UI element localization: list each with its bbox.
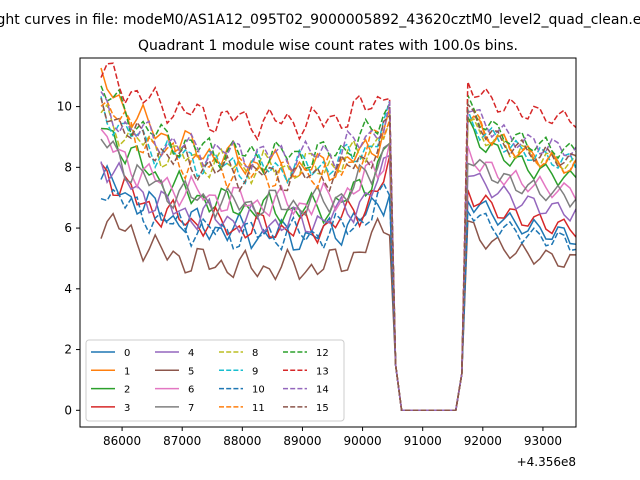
y-tick-label: 4 [64, 282, 72, 296]
plot-frame [79, 57, 577, 428]
figure-suptitle: Light curves in file: modeM0/AS1A12_095T… [0, 12, 640, 28]
chart-title: Quadrant 1 module wise count rates with … [138, 38, 518, 54]
x-tick-label: 92000 [464, 434, 502, 448]
y-tick-label: 2 [64, 343, 72, 357]
legend-label: 4 [188, 348, 194, 359]
y-tick-label: 8 [64, 160, 72, 174]
legend-label: 14 [316, 385, 329, 396]
series-line-2 [100, 116, 576, 412]
legend-label: 10 [252, 385, 265, 396]
series-line-6 [100, 128, 576, 412]
legend-label: 1 [124, 366, 130, 377]
series-line-14 [100, 91, 576, 412]
legend-label: 9 [252, 366, 258, 377]
series-line-13 [100, 62, 576, 412]
legend-label: 13 [316, 366, 329, 377]
x-offset-label: +4.356e8 [517, 455, 576, 469]
y-tick-label: 6 [64, 221, 72, 235]
legend-frame [85, 339, 345, 422]
series-line-7 [100, 138, 576, 412]
series-line-10 [100, 181, 576, 412]
x-tick-label: 89000 [283, 434, 321, 448]
series-layer [100, 62, 576, 412]
series-line-4 [100, 154, 576, 412]
legend-label: 8 [252, 348, 258, 359]
x-tick-label: 91000 [404, 434, 442, 448]
x-tick-label: 90000 [343, 434, 381, 448]
legend-label: 15 [316, 403, 329, 414]
legend-label: 7 [188, 403, 194, 414]
y-tick-label: 10 [57, 100, 72, 114]
legend-label: 11 [252, 403, 265, 414]
series-line-15 [100, 97, 576, 412]
y-axis: 0 2 4 6 8 10 [57, 100, 80, 417]
x-tick-label: 87000 [163, 434, 201, 448]
legend-label: 3 [124, 403, 130, 414]
series-line-3 [100, 155, 576, 412]
series-line-9 [100, 96, 576, 412]
legend-label: 0 [124, 348, 130, 359]
legend-label: 2 [124, 385, 130, 396]
legend-label: 5 [188, 366, 194, 377]
y-tick-label: 0 [64, 403, 72, 417]
x-tick-label: 88000 [223, 434, 261, 448]
x-tick-label: 86000 [103, 434, 141, 448]
x-axis: 86000 87000 88000 89000 90000 91000 92000 93000 [103, 427, 562, 448]
x-tick-label: 93000 [524, 434, 562, 448]
legend-label: 12 [316, 348, 329, 359]
legend-label: 6 [188, 385, 194, 396]
series-line-0 [100, 164, 576, 412]
series-line-5 [100, 212, 576, 412]
